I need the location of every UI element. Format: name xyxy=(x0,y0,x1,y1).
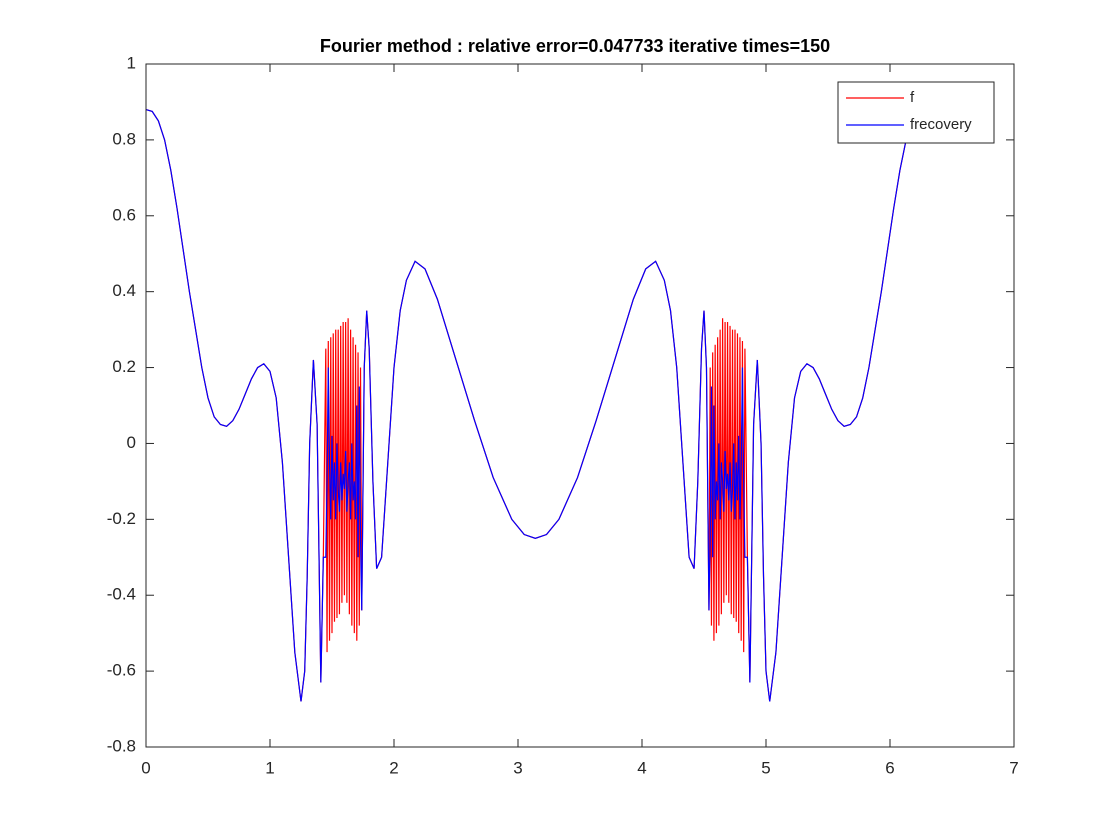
y-tick-label: 0.2 xyxy=(112,357,136,376)
y-tick-label: -0.4 xyxy=(107,585,136,604)
x-tick-label: 0 xyxy=(141,758,150,777)
plot-area xyxy=(146,64,1014,747)
y-tick-label: 0.8 xyxy=(112,129,136,148)
x-tick-label: 3 xyxy=(513,758,522,777)
x-tick-label: 5 xyxy=(761,758,770,777)
y-tick-label: -0.8 xyxy=(107,736,136,755)
y-tick-label: 0.4 xyxy=(112,281,136,300)
y-tick-label: -0.6 xyxy=(107,661,136,680)
x-tick-label: 4 xyxy=(637,758,646,777)
legend-label: frecovery xyxy=(910,116,972,133)
legend-box xyxy=(837,81,995,144)
y-tick-label: 0 xyxy=(127,433,136,452)
chart-title: Fourier method : relative error=0.047733… xyxy=(320,36,830,56)
x-tick-label: 7 xyxy=(1009,758,1018,777)
x-tick-label: 6 xyxy=(885,758,894,777)
x-tick-label: 1 xyxy=(265,758,274,777)
legend-label: f xyxy=(910,89,915,106)
y-tick-label: 0.6 xyxy=(112,205,136,224)
y-tick-label: 1 xyxy=(127,53,136,72)
x-tick-label: 2 xyxy=(389,758,398,777)
y-tick-label: -0.2 xyxy=(107,509,136,528)
axes-box xyxy=(145,63,1015,748)
data-line xyxy=(145,108,925,702)
